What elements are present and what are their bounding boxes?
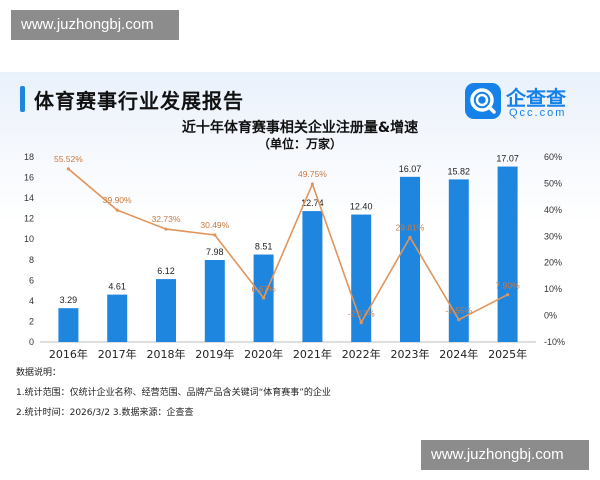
growth-label: 30.49%	[200, 220, 229, 230]
bar-value-label: 17.07	[496, 154, 519, 164]
y-tick-label: 12	[24, 214, 34, 224]
watermark-bottom: www.juzhongbj.com	[421, 440, 589, 470]
growth-label: 49.75%	[298, 169, 327, 179]
y2-tick-label: 30%	[544, 231, 562, 241]
bar	[400, 176, 420, 342]
bar	[107, 294, 128, 342]
title-accent-bar	[20, 86, 25, 112]
bar-value-label: 3.29	[60, 295, 78, 305]
growth-point	[359, 321, 363, 325]
x-tick-label: 2021年	[293, 347, 332, 361]
growth-label: 6.67%	[252, 284, 277, 294]
bar-value-label: 12.74	[301, 198, 324, 208]
y-tick-label: 18	[24, 152, 34, 162]
x-tick-label: 2024年	[439, 347, 478, 361]
growth-point	[506, 293, 510, 297]
bar-value-label: 8.51	[255, 242, 273, 252]
chart-title: 近十年体育赛事相关企业注册量&增速	[181, 120, 419, 136]
y-tick-label: 0	[29, 337, 34, 347]
notes-line-1: 1.统计范围：仅统计企业名称、经营范围、品牌产品含关键词“体育赛事”的企业	[16, 388, 331, 398]
x-tick-label: 2025年	[488, 347, 527, 361]
y-tick-label: 4	[29, 296, 34, 306]
growth-point	[164, 227, 168, 231]
y2-tick-label: 40%	[544, 205, 562, 215]
notes-heading: 数据说明：	[16, 368, 62, 378]
growth-point	[66, 167, 70, 171]
chart-subtitle: （单位：万家）	[257, 137, 342, 151]
bar	[302, 211, 323, 342]
growth-point	[310, 182, 314, 186]
x-tick-label: 2019年	[195, 347, 234, 361]
growth-label: -2.67%	[348, 309, 375, 319]
y-tick-label: 14	[24, 193, 34, 203]
bar-value-label: 16.07	[399, 164, 422, 174]
growth-point	[457, 318, 461, 322]
brand-name: 企查查	[506, 86, 566, 110]
growth-point	[213, 233, 217, 237]
growth-label: 7.90%	[496, 281, 521, 291]
y2-tick-label: 60%	[544, 152, 562, 162]
watermark-top: www.juzhongbj.com	[11, 10, 179, 40]
growth-label: -1.55%	[445, 306, 472, 316]
data-notes: 数据说明： 1.统计范围：仅统计企业名称、经营范围、品牌产品含关键词“体育赛事”…	[16, 363, 331, 423]
x-tick-label: 2016年	[49, 347, 88, 361]
x-tick-label: 2023年	[391, 347, 430, 361]
bar	[204, 259, 225, 342]
growth-line	[67, 168, 508, 325]
bar-value-label: 4.61	[108, 282, 126, 292]
bar	[58, 308, 79, 342]
y2-tick-label: -10%	[544, 337, 565, 347]
y-tick-label: 2	[29, 316, 34, 326]
y2-tick-label: 50%	[544, 178, 562, 188]
bar-value-label: 15.82	[448, 166, 471, 176]
x-tick-label: 2018年	[147, 347, 186, 361]
qcc-logo-icon	[465, 83, 501, 119]
y2-tick-label: 0%	[544, 311, 557, 321]
growth-label: 39.90%	[103, 195, 132, 205]
growth-point	[115, 208, 119, 212]
brand-sub: Qcc.com	[509, 107, 567, 119]
y-tick-label: 8	[29, 255, 34, 265]
bar	[497, 166, 518, 342]
growth-label: 29.61%	[396, 222, 425, 232]
x-tick-label: 2017年	[98, 347, 137, 361]
report-title: 体育赛事行业发展报告	[34, 89, 244, 113]
x-tick-label: 2022年	[342, 347, 381, 361]
x-tick-label: 2020年	[244, 347, 283, 361]
y-tick-label: 16	[24, 173, 34, 183]
growth-point	[262, 296, 266, 300]
bar-value-label: 6.12	[157, 266, 175, 276]
bar	[156, 279, 176, 342]
y2-tick-label: 20%	[544, 258, 562, 268]
y-tick-label: 10	[24, 234, 34, 244]
growth-label: 32.73%	[152, 214, 181, 224]
bar	[448, 179, 469, 342]
bar-value-label: 7.98	[206, 247, 224, 257]
y-tick-label: 6	[29, 275, 34, 285]
y2-tick-label: 10%	[544, 284, 562, 294]
notes-line-2: 2.统计时间：2026/3/2 3.数据来源：企查查	[16, 408, 194, 418]
bar-value-label: 12.40	[350, 202, 373, 212]
growth-point	[408, 235, 412, 239]
growth-label: 55.52%	[54, 154, 83, 164]
